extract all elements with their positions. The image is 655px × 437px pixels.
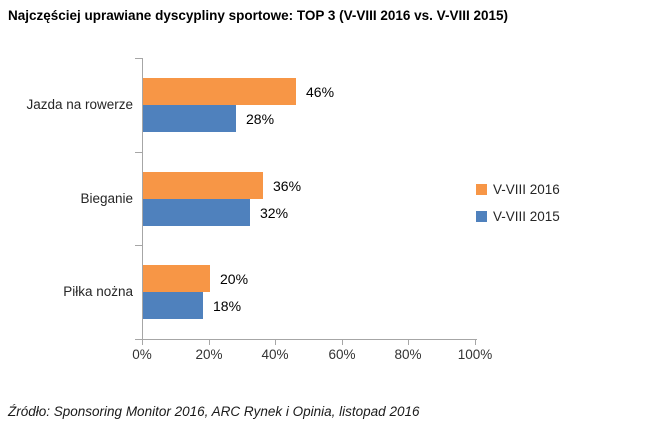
bar-v-viii-2016: [143, 78, 296, 105]
x-axis-tick-label: 80%: [394, 347, 422, 362]
legend-item: V-VIII 2016: [476, 181, 560, 197]
x-axis-tick-label: 40%: [261, 347, 289, 362]
x-axis-tick-label: 60%: [328, 347, 356, 362]
chart-title: Najczęściej uprawiane dyscypliny sportow…: [8, 8, 508, 23]
y-axis-tick: [135, 58, 142, 59]
bar-v-viii-2015: [143, 199, 250, 226]
legend-swatch-icon: [476, 183, 487, 195]
legend-swatch-icon: [476, 210, 487, 222]
legend: V-VIII 2016 V-VIII 2015: [476, 181, 560, 235]
legend-label: V-VIII 2015: [493, 208, 560, 224]
x-axis-tick: [408, 339, 409, 345]
bar-v-viii-2015: [143, 105, 236, 132]
bar-v-viii-2016: [143, 172, 263, 199]
x-axis-tick: [209, 339, 210, 345]
legend-label: V-VIII 2016: [493, 181, 560, 197]
data-label: 36%: [273, 178, 302, 194]
y-axis-tick: [135, 339, 142, 340]
x-axis-tick-label: 0%: [132, 347, 152, 362]
source-note: Źródło: Sponsoring Monitor 2016, ARC Ryn…: [8, 404, 420, 419]
category-label: Jazda na rowerze: [26, 97, 133, 112]
x-axis-tick: [275, 339, 276, 345]
y-axis-line: [142, 58, 143, 340]
x-axis-line: [142, 339, 477, 340]
x-axis-tick-label: 100%: [457, 347, 493, 362]
bar-v-viii-2016: [143, 265, 210, 292]
legend-item: V-VIII 2015: [476, 208, 560, 224]
x-axis-tick: [342, 339, 343, 345]
category-label: Piłka nożna: [63, 284, 133, 299]
data-label: 28%: [246, 111, 275, 127]
data-label: 46%: [306, 84, 335, 100]
x-axis-tick-label: 20%: [195, 347, 223, 362]
y-axis-tick: [135, 245, 142, 246]
x-axis-tick: [142, 339, 143, 345]
data-label: 20%: [220, 271, 249, 287]
category-label: Bieganie: [80, 191, 133, 206]
y-axis-tick: [135, 152, 142, 153]
x-axis-tick: [475, 339, 476, 345]
data-label: 32%: [260, 205, 289, 221]
data-label: 18%: [213, 298, 242, 314]
bar-v-viii-2015: [143, 292, 203, 319]
